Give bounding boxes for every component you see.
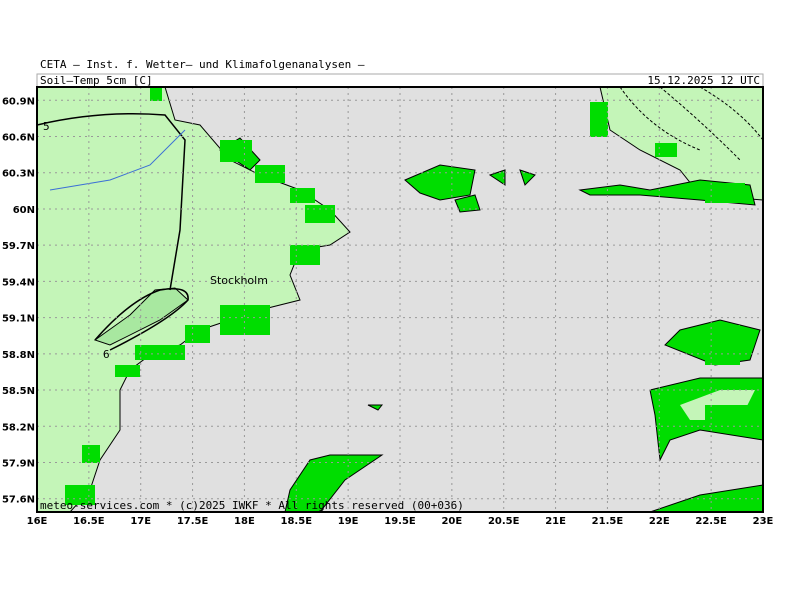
header-title: CETA — Inst. f. Wetter— und Klimafolgena… [40,58,365,71]
y-tick-label: 58.8N [2,350,35,361]
x-tick-label: 19E [338,516,359,527]
x-tick-label: 20E [441,516,462,527]
y-tick-label: 58.5N [2,386,35,397]
y-tick-label: 60.9N [2,96,35,107]
footer: meteo-services.com * (c)2025 IWKF * All … [40,499,464,512]
x-tick-label: 18.5E [281,516,313,527]
y-tick-label: 58.2N [2,422,35,433]
y-tick-label: 57.6N [2,495,35,506]
map-frame [36,86,764,513]
y-tick-label: 60N [13,205,35,216]
x-tick-label: 16.5E [73,516,105,527]
x-tick-label: 23E [753,516,774,527]
x-tick-label: 17.5E [177,516,209,527]
x-tick-label: 21.5E [592,516,624,527]
x-tick-label: 18E [234,516,255,527]
place-label: Stockholm [210,274,268,287]
y-tick-label: 59.7N [2,241,35,252]
y-tick-label: 60.6N [2,133,35,144]
x-tick-label: 17E [130,516,151,527]
x-tick-label: 22.5E [695,516,727,527]
variable-label: Soil—Temp_5cm [C] [40,74,153,87]
x-tick-label: 21E [545,516,566,527]
x-tick-label: 22E [649,516,670,527]
date-label: 15.12.2025 12 UTC [647,74,760,87]
contour-label: 5 [43,120,50,133]
x-tick-label: 16E [27,516,48,527]
y-tick-label: 60.3N [2,169,35,180]
land [37,87,763,512]
y-tick-label: 57.9N [2,458,35,469]
y-tick-label: 59.4N [2,277,35,288]
x-tick-label: 20.5E [488,516,520,527]
y-tick-label: 59.1N [2,314,35,325]
x-tick-label: 19.5E [384,516,416,527]
contour-label: 6 [103,348,110,361]
